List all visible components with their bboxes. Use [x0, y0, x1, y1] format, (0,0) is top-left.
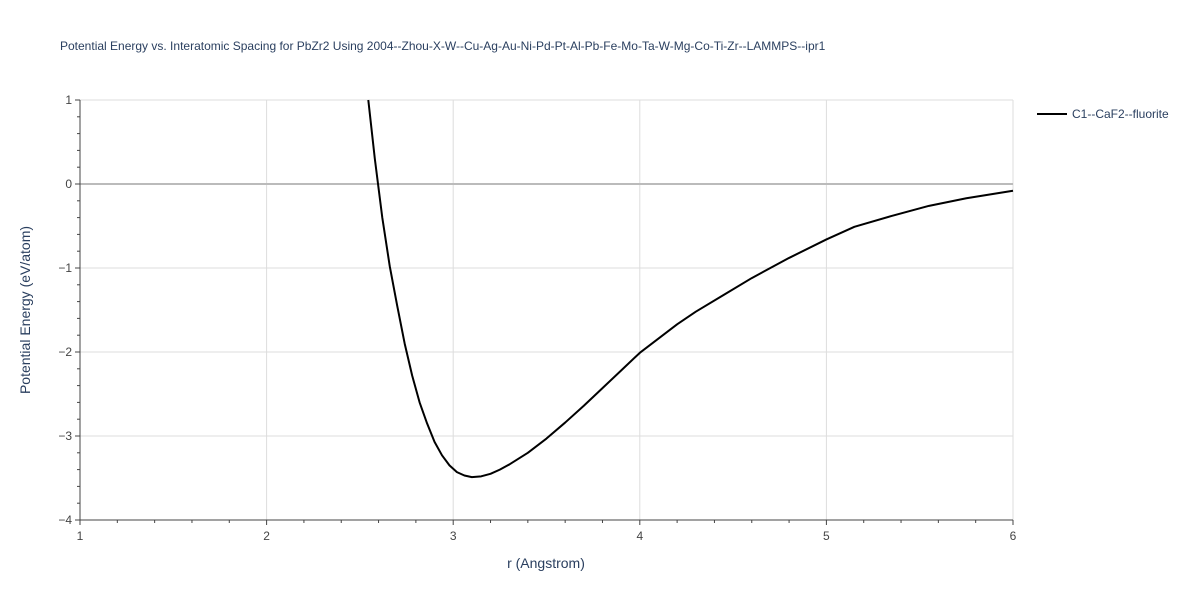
x-axis-title: r (Angstrom) — [507, 555, 585, 571]
x-tick-label: 6 — [1010, 529, 1017, 543]
y-tick-label: 1 — [65, 93, 72, 107]
legend-entry-label: C1--CaF2--fluorite — [1072, 107, 1169, 121]
x-tick-label: 1 — [77, 529, 84, 543]
axis-layer: 1 2 3 4 5 6 1 0 −1 −2 −3 −4 — [58, 93, 1016, 543]
x-tick-label: 5 — [823, 529, 830, 543]
chart-title: Potential Energy vs. Interatomic Spacing… — [60, 39, 826, 53]
x-tick-label: 4 — [636, 529, 643, 543]
legend: C1--CaF2--fluorite — [1037, 107, 1169, 121]
series-layer — [367, 99, 1014, 479]
grid-layer — [80, 99, 1014, 520]
x-tick-label: 2 — [263, 529, 270, 543]
y-tick-label: −1 — [58, 261, 72, 275]
x-tick-label: 3 — [450, 529, 457, 543]
y-axis-title: Potential Energy (eV/atom) — [17, 226, 33, 394]
series-line — [367, 99, 1014, 479]
y-tick-label: −2 — [58, 345, 72, 359]
y-tick-label: −4 — [58, 513, 72, 527]
y-tick-label: 0 — [65, 177, 72, 191]
y-tick-label: −3 — [58, 429, 72, 443]
